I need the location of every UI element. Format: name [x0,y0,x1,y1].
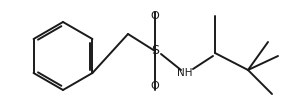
Text: O: O [151,11,159,21]
Text: S: S [151,44,159,57]
Text: O: O [151,81,159,91]
Text: NH: NH [177,68,193,78]
